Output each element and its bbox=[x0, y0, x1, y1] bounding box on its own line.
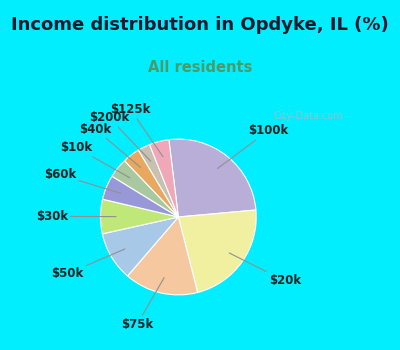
Wedge shape bbox=[100, 199, 178, 234]
Wedge shape bbox=[128, 217, 198, 295]
Text: Income distribution in Opdyke, IL (%): Income distribution in Opdyke, IL (%) bbox=[11, 16, 389, 34]
Wedge shape bbox=[112, 161, 178, 217]
Text: $10k: $10k bbox=[60, 141, 130, 178]
Text: $125k: $125k bbox=[110, 103, 163, 157]
Text: All residents: All residents bbox=[148, 60, 252, 75]
Text: $200k: $200k bbox=[89, 111, 151, 161]
Wedge shape bbox=[102, 217, 178, 276]
Text: $20k: $20k bbox=[229, 253, 301, 287]
Text: $30k: $30k bbox=[36, 210, 116, 223]
Wedge shape bbox=[124, 150, 178, 217]
Wedge shape bbox=[102, 176, 178, 217]
Text: $75k: $75k bbox=[121, 278, 164, 331]
Wedge shape bbox=[138, 145, 178, 217]
Text: $40k: $40k bbox=[79, 122, 140, 167]
Text: $50k: $50k bbox=[51, 249, 125, 280]
Wedge shape bbox=[178, 210, 256, 293]
Text: $100k: $100k bbox=[218, 125, 288, 168]
Wedge shape bbox=[150, 140, 178, 217]
Text: $60k: $60k bbox=[44, 168, 121, 193]
Text: City-Data.com: City-Data.com bbox=[273, 111, 343, 121]
Wedge shape bbox=[169, 139, 256, 217]
